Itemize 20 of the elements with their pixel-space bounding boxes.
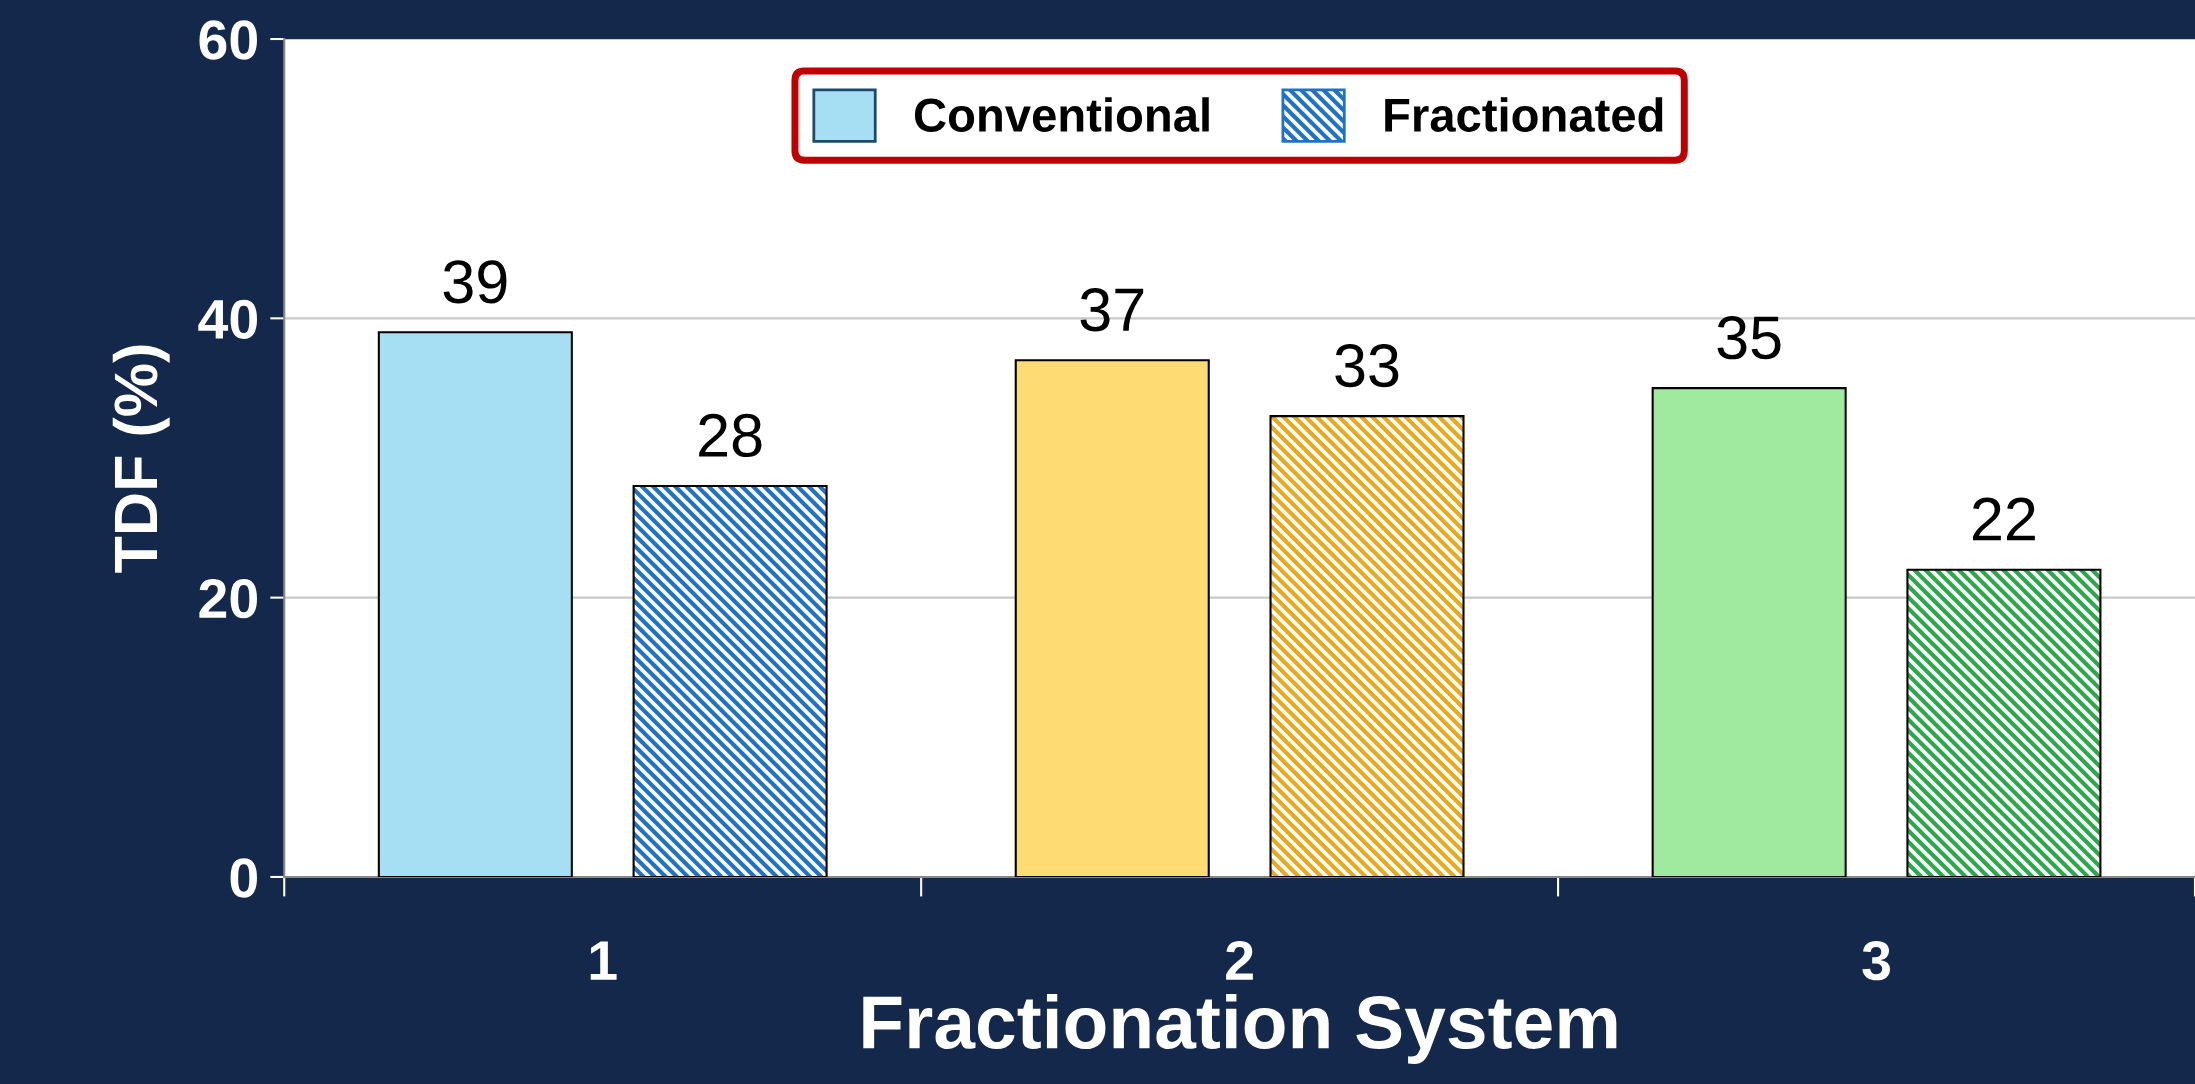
bar xyxy=(377,331,573,877)
bar xyxy=(1014,359,1210,877)
bar xyxy=(1651,387,1847,877)
legend-label: Conventional xyxy=(914,97,1209,132)
data-label: 37 xyxy=(1080,288,1144,332)
legend-label: Fractionated xyxy=(1385,97,1663,132)
data-label: 28 xyxy=(699,413,762,458)
x-axis-title: Fractionation System xyxy=(863,994,1617,1064)
y-tick-label: 0 xyxy=(230,858,257,898)
data-label: 33 xyxy=(1335,343,1399,388)
y-tick-label: 20 xyxy=(199,578,257,619)
x-tick-label: 2 xyxy=(1226,940,1253,980)
data-label: 39 xyxy=(443,260,507,304)
y-axis-title: TDF (%) xyxy=(112,345,170,573)
x-tick-label: 1 xyxy=(590,941,617,980)
y-tick-label: 40 xyxy=(198,299,257,340)
data-label: 35 xyxy=(1717,316,1781,360)
x-tick-label: 3 xyxy=(1862,940,1890,981)
data-label: 22 xyxy=(1973,497,2035,541)
y-tick-label: 60 xyxy=(199,20,257,60)
